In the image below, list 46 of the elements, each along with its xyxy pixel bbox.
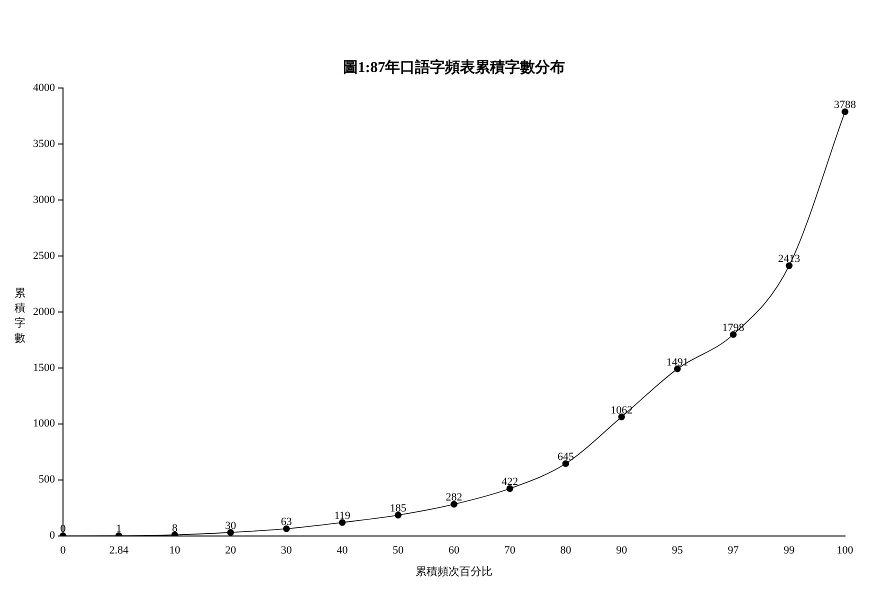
y-axis-title: 累積字數 xyxy=(14,287,26,344)
data-label: 422 xyxy=(502,476,518,488)
point xyxy=(450,500,458,508)
x-tick-label: 90 xyxy=(616,544,628,556)
chart-title: 圖1:87年口語字頻表累積字數分布 xyxy=(342,58,566,76)
y-tick-label: 3500 xyxy=(33,138,56,150)
x-axis-title: 累積頻次百分比 xyxy=(416,564,492,578)
x-tick-label: 80 xyxy=(560,544,572,556)
point xyxy=(506,485,514,492)
x-tick-label: 95 xyxy=(672,544,684,556)
data-label: 63 xyxy=(280,516,292,528)
data-label: 282 xyxy=(446,492,462,504)
data-label: 185 xyxy=(390,502,407,514)
data-label: 3788 xyxy=(834,99,856,112)
data-label: 645 xyxy=(557,450,574,463)
x-tick-label: 2.84 xyxy=(109,544,129,556)
x-tick-label: 10 xyxy=(169,544,181,556)
y-tick-label: 3000 xyxy=(33,194,56,206)
data-label: 30 xyxy=(225,520,237,532)
y-tick-label: 1500 xyxy=(33,362,56,374)
data-label: 119 xyxy=(334,510,351,522)
x-tick-label: 30 xyxy=(280,544,292,556)
point xyxy=(283,525,290,532)
y-tick-label: 500 xyxy=(38,474,56,486)
data-label: 1 xyxy=(116,523,122,536)
x-tick-label: 60 xyxy=(448,544,460,556)
x-tick-label: 70 xyxy=(504,544,516,556)
data-label: 1491 xyxy=(666,356,688,368)
x-tick-label: 0 xyxy=(60,544,66,556)
y-tick-label: 2500 xyxy=(33,250,56,262)
point xyxy=(562,460,570,467)
x-tick-label: 97 xyxy=(728,544,740,556)
y-tick-label: 4000 xyxy=(33,82,56,94)
y-tick-label: 0 xyxy=(50,530,56,542)
x-tick-label: 20 xyxy=(225,544,237,556)
data-label: 8 xyxy=(172,522,178,534)
x-tick-label: 99 xyxy=(784,544,796,556)
point xyxy=(842,108,848,116)
point xyxy=(338,519,346,526)
x-tick-label: 100 xyxy=(836,544,854,556)
y-tick-label: 1000 xyxy=(33,418,56,430)
point xyxy=(227,529,234,536)
point xyxy=(394,512,402,518)
x-tick-label: 40 xyxy=(336,544,348,556)
x-tick-label: 50 xyxy=(392,544,404,556)
y-tick-label: 2000 xyxy=(33,306,56,318)
